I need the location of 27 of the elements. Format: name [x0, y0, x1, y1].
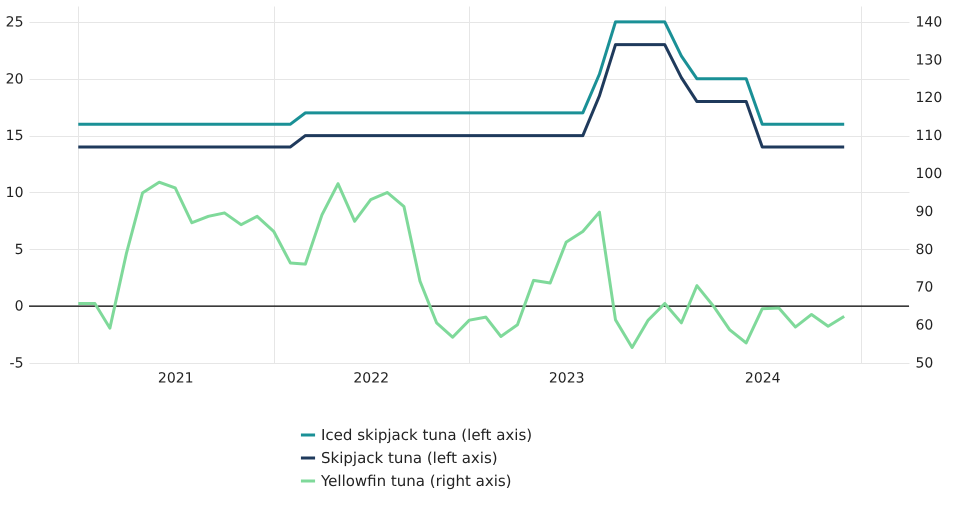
legend-label: Skipjack tuna (left axis) [321, 449, 498, 467]
x-tick-label: 2021 [158, 370, 194, 386]
y-tick-label: 20 [6, 71, 24, 88]
legend-label: Iced skipjack tuna (left axis) [321, 426, 532, 444]
line-series [76, 180, 846, 349]
y2-tick-label: 110 [916, 128, 942, 144]
y2-tick-label: 100 [916, 166, 942, 182]
y-tick-label: -5 [10, 356, 24, 372]
line-series [76, 20, 846, 126]
y2-tick-label: 80 [916, 242, 934, 258]
y2-tick-label: 90 [916, 204, 934, 220]
y-tick-label: 5 [14, 242, 24, 258]
y2-tick-label: 130 [916, 52, 942, 68]
y-tick-label: 15 [6, 128, 24, 144]
y-tick-label: 0 [14, 298, 24, 315]
x-tick-label: 2022 [353, 370, 390, 386]
y-tick-label: 25 [6, 14, 24, 30]
x-tick-label: 2023 [548, 370, 585, 386]
y-tick-label: 10 [6, 184, 24, 201]
y2-tick-label: 140 [916, 14, 942, 30]
y2-tick-label: 50 [916, 356, 934, 372]
y2-tick-label: 120 [916, 90, 942, 106]
line-series [76, 43, 846, 148]
y2-tick-label: 60 [916, 318, 934, 334]
y2-tick-label: 70 [916, 280, 934, 296]
legend-label: Yellowfin tuna (right axis) [320, 472, 512, 490]
x-tick-label: 2024 [744, 370, 781, 386]
